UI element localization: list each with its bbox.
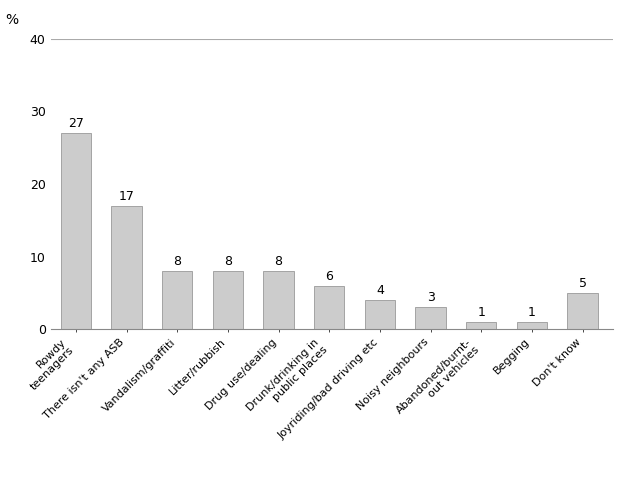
Text: 27: 27 [68,117,84,130]
Text: 17: 17 [119,190,135,203]
Bar [415,307,446,329]
Text: 8: 8 [224,255,232,268]
Bar [466,322,497,329]
Text: 8: 8 [173,255,181,268]
Text: 3: 3 [427,291,435,304]
Text: 1: 1 [528,306,536,319]
Bar [568,293,598,329]
Text: 6: 6 [325,270,333,283]
Bar [111,206,142,329]
Text: 4: 4 [376,284,384,297]
Bar [517,322,547,329]
Text: 1: 1 [477,306,485,319]
Bar [314,286,344,329]
Text: 8: 8 [274,255,283,268]
Text: %: % [6,13,19,27]
Bar [162,271,193,329]
Bar [213,271,243,329]
Bar [365,300,395,329]
Bar [264,271,294,329]
Bar [61,133,91,329]
Text: 5: 5 [579,277,586,290]
